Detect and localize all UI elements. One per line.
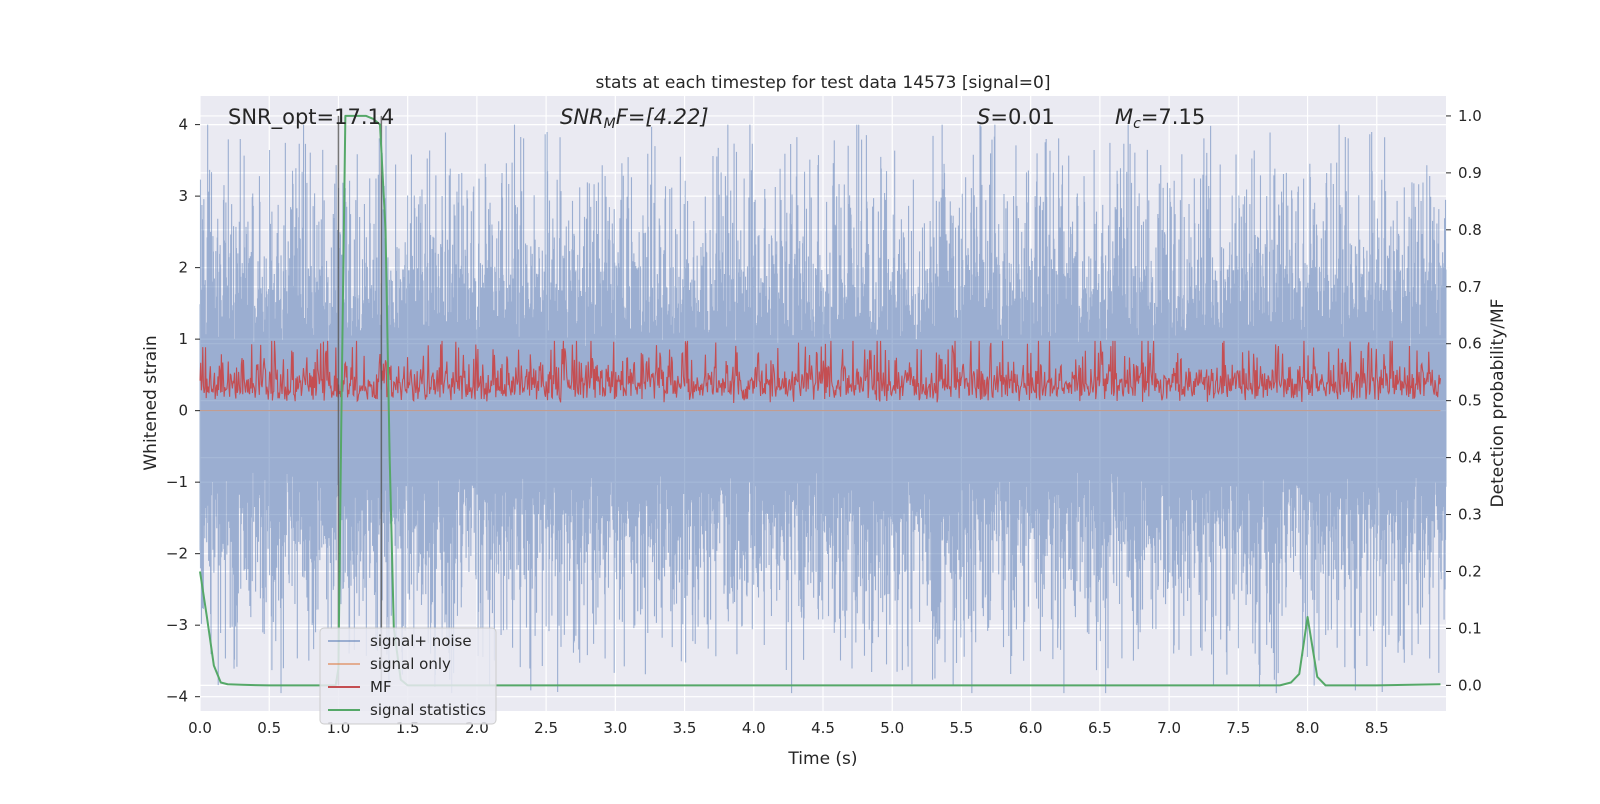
y-tick-label-right: 0.7 — [1458, 278, 1482, 296]
y-tick-label-left: 0 — [178, 402, 188, 420]
x-tick-label: 5.5 — [950, 719, 974, 737]
x-tick-label: 8.5 — [1365, 719, 1389, 737]
y-tick-label-right: 1.0 — [1458, 107, 1482, 125]
annotation-snr-mf: SNRMF=[4.22] — [560, 105, 709, 132]
y-tick-label-left: −2 — [166, 545, 188, 563]
legend-label-mf: MF — [370, 678, 392, 696]
y-tick-label-right: 0.4 — [1458, 449, 1482, 467]
tick-labels: 0.0 0.5 1.0 1.5 2.0 2.5 3.0 3.5 4.0 4.5 5.0 5.5 6.0 6… — [166, 107, 1482, 737]
y-axis-label-left: Whitened strain — [141, 335, 161, 470]
annotation-s-main: S — [977, 105, 990, 129]
x-tick-label: 0.0 — [188, 719, 212, 737]
x-tick-label: 0.5 — [257, 719, 281, 737]
signal-noise-series — [199, 124, 1447, 694]
x-tick-label: 6.5 — [1088, 719, 1112, 737]
y-tick-label-left: 2 — [178, 259, 188, 277]
x-tick-label: 8.0 — [1296, 719, 1320, 737]
y-tick-label-right: 0.5 — [1458, 392, 1482, 410]
legend: signal+ noise signal only MF signal stat… — [319, 627, 497, 725]
x-tick-label: 6.0 — [1019, 719, 1043, 737]
y-tick-label-left: 4 — [178, 116, 188, 134]
x-tick-label: 7.5 — [1226, 719, 1250, 737]
chart-title: stats at each timestep for test data 145… — [596, 73, 1051, 93]
annotation-snr-mf-main: SNR — [560, 105, 604, 129]
annotation-s-rest: =0.01 — [990, 105, 1054, 129]
x-tick-label: 3.5 — [673, 719, 697, 737]
x-tick-label: 3.0 — [603, 719, 627, 737]
y-axis-label-right: Detection probability/MF — [1488, 299, 1508, 508]
annotation-mc-main: M — [1115, 105, 1133, 129]
y-tick-label-left: −1 — [166, 473, 188, 491]
y-tick-label-left: −3 — [166, 616, 188, 634]
annotation-mc: Mc=7.15 — [1115, 105, 1205, 132]
y-tick-label-right: 0.3 — [1458, 506, 1482, 524]
signal-statistics-series — [199, 114, 1441, 687]
y-tick-label-right: 0.8 — [1458, 221, 1482, 239]
legend-box — [319, 627, 497, 725]
signal-statistics-line — [199, 114, 1441, 687]
y-tick-label-right: 0.2 — [1458, 562, 1482, 580]
y-tick-label-right: 0.6 — [1458, 335, 1482, 353]
y-tick-label-right: 0.9 — [1458, 164, 1482, 182]
x-tick-label: 2.5 — [534, 719, 558, 737]
annotation-s: S=0.01 — [977, 105, 1055, 129]
annotation-snr-mf-sub: M — [604, 116, 616, 132]
annotation-snr-mf-rest: F=[4.22] — [616, 105, 709, 129]
y-tick-label-right: 0.0 — [1458, 676, 1482, 694]
y-tick-label-left: 1 — [178, 330, 188, 348]
x-tick-label: 4.0 — [742, 719, 766, 737]
annotation-snr-opt: SNR_opt=17.14 — [228, 105, 394, 130]
annotation-mc-sub: c — [1133, 116, 1141, 132]
y-tick-label-right: 0.1 — [1458, 619, 1482, 637]
y-tick-label-left: −4 — [166, 688, 188, 706]
x-tick-label: 5.0 — [880, 719, 904, 737]
mf-line — [199, 340, 1442, 403]
x-axis-label: Time (s) — [787, 749, 857, 769]
y-tick-label-left: 3 — [178, 187, 188, 205]
x-tick-label: 4.5 — [811, 719, 835, 737]
annotation-mc-rest: =7.15 — [1141, 105, 1205, 129]
x-tick-label: 7.0 — [1157, 719, 1181, 737]
legend-label-signal-statistics: signal statistics — [370, 701, 486, 719]
mf-series — [199, 340, 1442, 403]
legend-label-signal-noise: signal+ noise — [370, 632, 472, 650]
legend-label-signal-only: signal only — [370, 655, 451, 673]
